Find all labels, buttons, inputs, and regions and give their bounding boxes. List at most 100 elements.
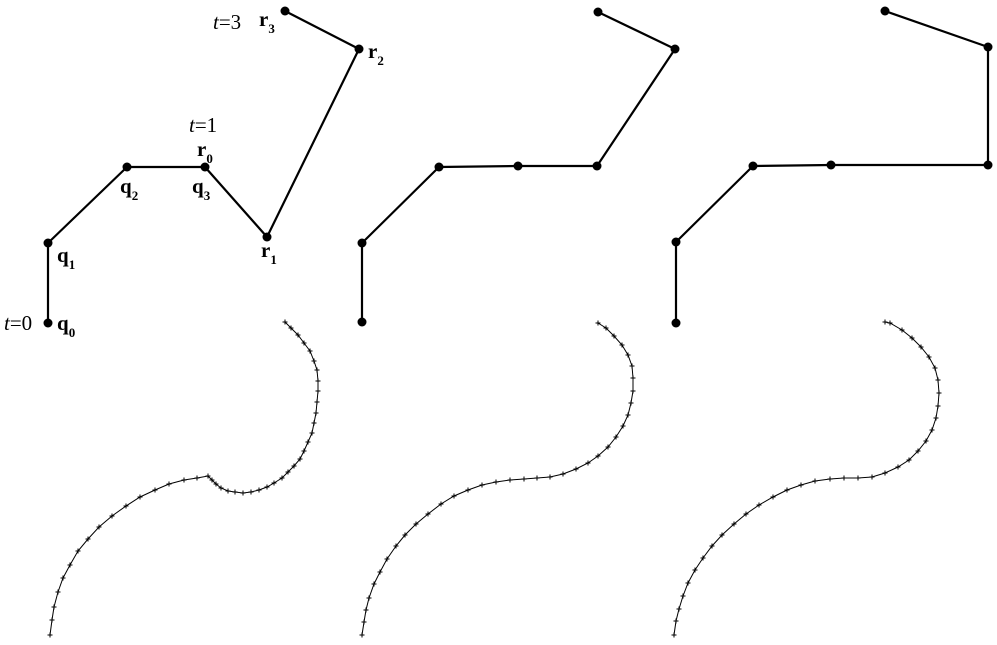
- curve-sample-marker: [680, 593, 686, 599]
- curve-sample-marker: [137, 494, 143, 500]
- curve-sample-marker: [291, 463, 297, 469]
- curve-sample-marker: [315, 378, 321, 384]
- curve-sample-marker: [933, 415, 939, 421]
- curve-sample-marker: [75, 548, 81, 554]
- curve-sample-marker: [855, 475, 861, 481]
- curve-sample-marker: [521, 476, 527, 482]
- curve-sample-marker: [869, 474, 875, 480]
- curve-sample-marker: [625, 412, 631, 418]
- control-point: [671, 318, 681, 328]
- control-point-r1: [262, 232, 272, 242]
- curve-sample-marker: [363, 607, 369, 613]
- curve-sample-marker: [630, 388, 636, 394]
- control-point: [826, 160, 836, 170]
- curve-sample-marker: [756, 502, 762, 508]
- curve-sample-marker: [279, 475, 285, 481]
- curve-sample-marker: [923, 438, 929, 444]
- curve-sample-marker: [784, 487, 790, 493]
- curve-sample-marker: [301, 340, 307, 346]
- curve-sample-marker: [935, 377, 941, 383]
- control-point: [513, 161, 523, 171]
- label-t0: t=0: [4, 311, 32, 335]
- control-point-q3-r0: [200, 162, 210, 172]
- curve-sample-marker: [628, 400, 634, 406]
- curve-sample-marker: [798, 482, 804, 488]
- label-t3: t=3: [213, 10, 241, 34]
- curve-sample-marker: [213, 481, 219, 487]
- curve-sample-marker: [425, 511, 431, 517]
- curve-left-line: [49, 321, 319, 636]
- curve-left: [47, 319, 321, 638]
- curve-sample-marker: [377, 569, 383, 575]
- curve-sample-marker: [314, 399, 320, 405]
- curve-sample-marker: [673, 618, 679, 624]
- control-point: [592, 161, 602, 171]
- curve-sample-marker: [393, 543, 399, 549]
- control-point: [357, 317, 367, 327]
- curve-sample-marker: [285, 469, 291, 475]
- label-t1: t=1: [189, 113, 217, 137]
- control-point-r3: [280, 6, 290, 16]
- label-r1: r1: [261, 238, 277, 267]
- curve-sample-marker: [887, 320, 893, 326]
- curve-sample-marker: [743, 511, 749, 517]
- curve-middle-line: [361, 322, 634, 636]
- curve-sample-marker: [225, 488, 231, 494]
- control-point-r2: [354, 44, 364, 54]
- curve-sample-marker: [109, 513, 115, 519]
- control-point: [671, 237, 681, 247]
- curve-sample-marker: [240, 490, 246, 496]
- curve-sample-marker: [625, 352, 631, 358]
- curve-sample-marker: [67, 562, 73, 568]
- curve-sample-marker: [611, 333, 617, 339]
- curve-sample-marker: [899, 327, 905, 333]
- curve-sample-marker: [926, 354, 932, 360]
- curve-sample-marker: [438, 501, 444, 507]
- curve-sample-marker: [315, 388, 321, 394]
- curve-sample-marker: [194, 475, 200, 481]
- curve-sample-marker: [181, 477, 187, 483]
- curve-sample-marker: [493, 479, 499, 485]
- curve-sample-marker: [895, 464, 901, 470]
- curve-sample-marker: [929, 427, 935, 433]
- curve-sample-marker: [232, 489, 238, 495]
- curve-middle: [359, 320, 636, 638]
- control-point-q2: [122, 162, 132, 172]
- curve-sample-marker: [595, 320, 601, 326]
- control-point: [434, 162, 444, 172]
- label-q1: q1: [57, 243, 75, 272]
- curve-sample-marker: [309, 430, 315, 436]
- curve-sample-marker: [359, 632, 365, 638]
- curve-sample-marker: [307, 348, 313, 354]
- label-r2: r2: [368, 39, 384, 68]
- panel-right-control-polygon: [671, 6, 993, 328]
- panel-middle-control-polygon: [357, 7, 680, 327]
- control-point: [748, 161, 758, 171]
- curve-sample-marker: [371, 581, 377, 587]
- curve-sample-marker: [620, 423, 626, 429]
- curve-sample-marker: [85, 536, 91, 542]
- control-point-q1: [43, 238, 53, 248]
- curve-sample-marker: [366, 595, 372, 601]
- curve-sample-marker: [603, 325, 609, 331]
- curve-sample-marker: [909, 335, 915, 341]
- curve-sample-marker: [479, 482, 485, 488]
- curve-sample-marker: [841, 475, 847, 481]
- curve-sample-marker: [731, 521, 737, 527]
- curve-sample-marker: [918, 344, 924, 350]
- curve-sample-marker: [248, 489, 254, 495]
- curve-sample-marker: [547, 474, 553, 480]
- curve-sample-marker: [311, 358, 317, 364]
- label-r0: r0: [197, 137, 213, 166]
- curve-right: [671, 319, 942, 638]
- control-point-q0: [43, 318, 53, 328]
- curve-sample-marker: [932, 365, 938, 371]
- curve-sample-marker: [451, 493, 457, 499]
- curve-sample-marker: [882, 319, 888, 325]
- curve-sample-marker: [152, 487, 158, 493]
- curve-sample-marker: [51, 604, 57, 610]
- curve-sample-marker: [595, 453, 601, 459]
- curve-sample-marker: [573, 466, 579, 472]
- curve-sample-marker: [384, 556, 390, 562]
- curve-sample-marker: [605, 444, 611, 450]
